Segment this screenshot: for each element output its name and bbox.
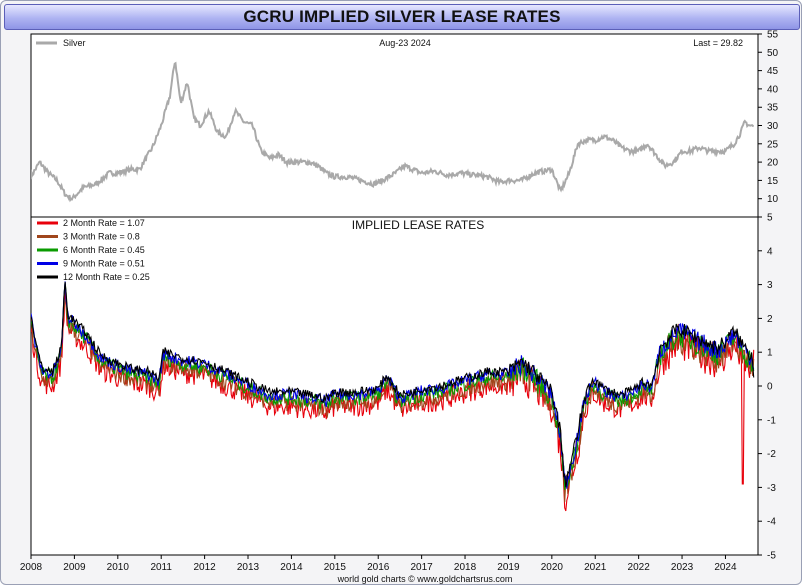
silver-series-group (31, 61, 754, 203)
x-tick-label: 2020 (541, 562, 564, 573)
lease-legend-label: 2 Month Rate = 1.07 (63, 218, 145, 228)
lease-y-ticks: -5 -4 -3 -2 -1 0 1 2 3 4 5 (758, 213, 776, 562)
lease-y-tick-label: -5 (767, 551, 776, 562)
lease-y-tick-label: 0 (767, 382, 773, 393)
silver-last-label: Last = 29.82 (693, 38, 743, 48)
lease-legend-label: 12 Month Rate = 0.25 (63, 272, 150, 282)
x-tick-label: 2012 (193, 562, 216, 573)
lease-y-tick-label: -4 (767, 517, 776, 528)
x-tick-label: 2010 (107, 562, 130, 573)
silver-legend-label: Silver (63, 38, 86, 48)
title-bar: GCRU IMPLIED SILVER LEASE RATES (4, 4, 800, 30)
silver-y-tick-label: 55 (767, 30, 779, 41)
silver-price-line (31, 61, 754, 203)
silver-panel (30, 33, 759, 218)
lease-y-tick-label: 5 (767, 213, 773, 224)
x-tick-label: 2018 (454, 562, 477, 573)
silver-y-tick-label: 10 (767, 194, 779, 205)
x-tick-label: 2019 (497, 562, 520, 573)
silver-y-tick-label: 50 (767, 48, 779, 59)
chart-main-title: GCRU IMPLIED SILVER LEASE RATES (243, 7, 561, 26)
silver-date-label: Aug-23 2024 (379, 38, 431, 48)
silver-y-tick-label: 15 (767, 176, 779, 187)
x-tick-label: 2011 (150, 562, 172, 573)
lease-legend-label: 3 Month Rate = 0.8 (63, 232, 140, 242)
lease-y-tick-label: 1 (767, 348, 773, 359)
lease-y-tick-label: 4 (767, 246, 773, 257)
x-tick-label: 2023 (671, 562, 694, 573)
x-tick-label: 2024 (714, 562, 737, 573)
silver-y-ticks: 10 15 20 25 30 35 40 45 50 55 (758, 30, 779, 205)
silver-y-tick-label: 35 (767, 103, 779, 114)
silver-y-tick-label: 25 (767, 139, 779, 150)
lease-y-tick-label: -1 (767, 415, 776, 426)
x-tick-label: 2008 (20, 562, 43, 573)
x-tick-label: 2021 (584, 562, 607, 573)
lease-chart-title: IMPLIED LEASE RATES (352, 218, 485, 232)
lease-legend-label: 9 Month Rate = 0.51 (63, 259, 145, 269)
lease-line-12-month-rate (31, 281, 755, 488)
lease-y-tick-label: 2 (767, 314, 773, 325)
x-tick-label: 2013 (237, 562, 260, 573)
lease-series-group (31, 281, 755, 512)
lease-y-tick-label: 3 (767, 280, 773, 291)
x-tick-label: 2009 (63, 562, 86, 573)
silver-y-tick-label: 45 (767, 66, 779, 77)
x-tick-label: 2016 (367, 562, 390, 573)
x-tick-label: 2014 (280, 562, 303, 573)
lease-legend-label: 6 Month Rate = 0.45 (63, 245, 145, 255)
lease-y-tick-label: -3 (767, 483, 776, 494)
silver-y-tick-label: 30 (767, 121, 779, 132)
silver-y-tick-label: 40 (767, 84, 779, 95)
x-tick-label: 2022 (628, 562, 651, 573)
x-tick-label: 2015 (324, 562, 347, 573)
lease-y-tick-label: -2 (767, 449, 776, 460)
x-tick-label: 2017 (411, 562, 434, 573)
silver-y-tick-label: 20 (767, 158, 779, 169)
footer-credit: world gold charts © www.goldchartsrus.co… (337, 574, 513, 584)
x-axis: 2008 2009 2010 2011 2012 2013 2014 2015 2016 2017… (20, 555, 737, 573)
lease-line-9-month-rate (31, 281, 755, 489)
lease-legend: 2 Month Rate = 1.07 3 Month Rate = 0.8 6 M… (37, 218, 150, 282)
